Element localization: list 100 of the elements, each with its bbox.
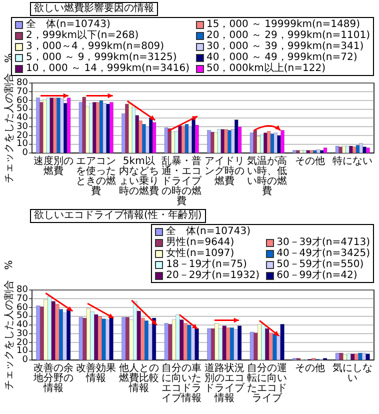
bar	[302, 150, 307, 154]
legend-label: 18－19才(n=75)	[166, 259, 247, 270]
bar	[82, 96, 86, 154]
bar	[99, 100, 104, 154]
y-tick-label: 70	[16, 294, 28, 304]
y-axis-title: チェックをした人の割合 %	[2, 260, 16, 390]
bar	[142, 124, 146, 154]
bar	[94, 314, 98, 360]
legend-label: 全 体(n=10743)	[26, 19, 110, 30]
y-tick-label: 40	[16, 320, 28, 330]
bar	[164, 128, 168, 154]
bar	[224, 129, 228, 154]
x-tick-label: 乱暴・普通・エコドライブの時の燃費	[161, 156, 202, 207]
y-tick-label: 30	[16, 328, 28, 339]
legend-label: 20，000 ～ 29，999km(n=1101)	[206, 30, 370, 41]
legend-label: 10，000 ～ 14，999km(n=3416)	[26, 63, 190, 74]
bar	[238, 326, 242, 360]
x-tick-label: 自分の運転に向いたエコドライブ	[246, 363, 288, 404]
bar	[358, 352, 362, 360]
bar	[310, 150, 314, 154]
bar	[359, 143, 363, 154]
bar	[106, 104, 110, 154]
bar	[280, 130, 284, 154]
bar	[280, 324, 284, 360]
bar	[44, 300, 48, 360]
legend-label: 5，000 ～ 9，999km(n=3125)	[26, 52, 177, 63]
bar	[226, 328, 230, 360]
bar	[78, 317, 83, 360]
bar	[125, 104, 129, 154]
bar	[234, 120, 238, 154]
bar	[98, 316, 102, 360]
y-tick-label: 10	[16, 139, 28, 150]
bar	[320, 150, 324, 154]
legend-label: 15，000 ～ 19999km(n=1489)	[206, 19, 360, 30]
legend-label: 50－59才(n=550)	[276, 259, 364, 270]
y-tick-label: 80	[16, 78, 28, 88]
bar	[178, 126, 182, 154]
bar	[102, 318, 106, 360]
bar	[265, 328, 270, 360]
y-tick-label: 30	[16, 122, 28, 132]
legend-label: 20－29才(n=1932)	[166, 270, 260, 281]
bar	[250, 332, 254, 360]
y-tick-label: 70	[16, 86, 28, 97]
bar	[207, 130, 211, 154]
legend-label: 40，000 ～ 49，999km(n=72)	[206, 52, 358, 63]
bar	[36, 306, 40, 360]
bar	[110, 102, 114, 154]
bar	[144, 320, 148, 360]
x-tick-label: その他	[294, 156, 326, 167]
y-tick-label: 50	[16, 104, 28, 114]
legend-label: 30－39才(n=4713)	[276, 237, 370, 248]
bar	[220, 129, 224, 154]
legend-label: 2，999km以下(n=268)	[26, 30, 139, 41]
x-tick-label: 特にない	[332, 156, 373, 167]
legend-label: 50，000km以上(n=122)	[206, 63, 326, 74]
x-tick-label: 気温が高い時、低い時の燃費	[246, 156, 288, 197]
bar	[86, 308, 91, 360]
y-tick-label: 50	[16, 311, 28, 322]
bar	[183, 323, 188, 360]
bar	[217, 129, 222, 154]
y-tick-label: 0	[22, 355, 28, 365]
x-tick-label: エアコンを使ったときの燃費	[76, 156, 116, 197]
x-tick-label: 自分の車に向いたエコドライブ情報	[161, 363, 202, 404]
bar	[350, 354, 355, 360]
y-tick-label: 0	[22, 148, 28, 158]
bar	[346, 354, 351, 360]
x-tick-label: 気にしない	[332, 363, 373, 384]
bar	[292, 150, 296, 154]
bar	[210, 132, 214, 154]
bar	[339, 352, 344, 360]
bar	[296, 150, 300, 154]
bar	[366, 148, 370, 154]
bar	[316, 149, 320, 154]
y-tick-label: 60	[16, 96, 28, 106]
legend-label: 男性(n=9644)	[166, 237, 234, 248]
bar	[184, 124, 189, 154]
y-tick-label: 10	[16, 346, 28, 356]
bar	[338, 146, 342, 154]
bar	[176, 314, 180, 360]
bar	[343, 354, 348, 360]
bar	[122, 317, 126, 360]
legend-label: 女性(n=1097)	[166, 248, 234, 259]
bar	[89, 103, 93, 154]
bar	[260, 134, 264, 154]
bar	[168, 128, 172, 154]
bar	[349, 146, 353, 154]
chart-title: 欲しいエコドライブ情報(性・年齢別)	[30, 209, 206, 223]
x-tick-label: 速度別の燃費	[33, 156, 74, 177]
x-tick-label: アイドリング時の燃費	[204, 156, 245, 187]
bar	[50, 98, 54, 154]
bar	[362, 146, 366, 154]
x-tick-label: 他人との燃費比較情報	[118, 363, 160, 394]
bar	[66, 98, 71, 154]
bar	[228, 130, 232, 154]
bar	[60, 98, 64, 154]
bar	[102, 103, 106, 154]
bar	[36, 98, 40, 154]
y-tick-label: 60	[16, 302, 28, 312]
bar	[270, 134, 274, 154]
legend-label: 3，000～4，999km(n=809)	[26, 41, 164, 52]
